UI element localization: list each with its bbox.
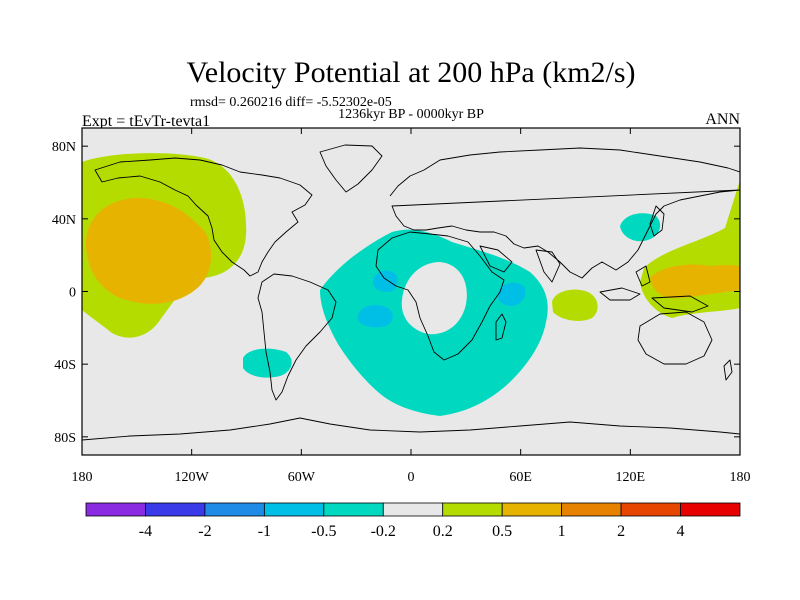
colorbar: -4 -2 -1 -0.5 -0.2 0.2 0.5 1 2 4 — [85, 502, 741, 540]
colorbar-label: 4 — [677, 523, 685, 540]
experiment-label: Expt = tEvTr-tevta1 — [82, 113, 210, 130]
colorbar-label: 1 — [558, 523, 566, 540]
west-pacific-core-region — [650, 264, 740, 299]
indian-ocean-positive-region — [552, 289, 598, 321]
coast-new-zealand — [723, 359, 733, 381]
colorbar-label: 0.5 — [492, 523, 512, 540]
south-pacific-negative-region — [243, 348, 292, 378]
lat-tick-label: 40S — [54, 358, 76, 373]
lat-tick-label: 40N — [52, 213, 76, 228]
map-panel: 80N 40N 0 40S 80S 180 120W 60W 0 60E 120E 180 — [52, 127, 751, 485]
stats-label: rmsd= 0.260216 diff= -5.52302e-05 — [190, 95, 392, 110]
coast-japan — [649, 205, 665, 237]
africa-atlantic-core-2-region — [357, 304, 393, 328]
colorbar-label: -0.2 — [371, 523, 396, 540]
latitude-axis: 80N 40N 0 40S 80S — [52, 140, 740, 446]
colorbar-swatch — [204, 502, 265, 517]
coast-australia — [637, 311, 713, 365]
coast-south-america — [257, 273, 337, 401]
longitude-axis: 180 120W 60W 0 60E 120E 180 — [72, 128, 751, 485]
colorbar-swatch — [620, 502, 681, 517]
coast-eurasia — [389, 147, 740, 279]
lon-tick-label: 60W — [288, 470, 316, 485]
lon-tick-label: 120E — [616, 470, 646, 485]
africa-atlantic-core-3-region — [497, 282, 526, 306]
coast-se-asia-islands — [599, 265, 709, 313]
colorbar-label: -0.5 — [311, 523, 336, 540]
lon-tick-label: 60E — [509, 470, 532, 485]
colorbar-swatch — [382, 502, 444, 517]
lon-tick-label: 180 — [72, 470, 93, 485]
coastlines — [82, 144, 740, 441]
coast-antarctica — [82, 417, 740, 441]
lat-tick-label: 0 — [69, 286, 76, 301]
colorbar-label: -4 — [139, 523, 152, 540]
season-label: ANN — [705, 111, 740, 128]
colorbar-swatch — [501, 502, 563, 517]
colorbar-swatch — [561, 502, 622, 517]
colorbar-label: -1 — [258, 523, 271, 540]
contour-fill-layer — [82, 144, 740, 441]
colorbar-swatch — [323, 502, 384, 517]
colorbar-label: 2 — [617, 523, 625, 540]
lat-tick-label: 80S — [54, 431, 76, 446]
lon-tick-label: 120W — [175, 470, 210, 485]
colorbar-swatch — [145, 502, 206, 517]
coast-madagascar — [495, 313, 507, 341]
coast-greenland — [319, 144, 383, 193]
period-label: 1236kyr BP - 0000kyr BP — [338, 107, 484, 122]
colorbar-swatch — [680, 502, 741, 517]
colorbar-swatch — [263, 502, 325, 517]
colorbar-swatch — [85, 502, 146, 517]
colorbar-swatch — [442, 502, 503, 517]
north-pacific-core-region — [85, 197, 212, 304]
figure-title: Velocity Potential at 200 hPa (km2/s) — [186, 56, 635, 89]
coast-north-america — [94, 157, 313, 277]
lat-tick-label: 80N — [52, 140, 76, 155]
coast-africa — [375, 231, 505, 361]
lon-tick-label: 180 — [730, 470, 751, 485]
colorbar-label: -2 — [198, 523, 211, 540]
east-asia-negative-region — [620, 213, 661, 242]
colorbar-label: 0.2 — [433, 523, 453, 540]
coast-arabia-india — [479, 245, 561, 283]
africa-atlantic-core-1-region — [372, 270, 398, 292]
lon-tick-label: 0 — [408, 470, 415, 485]
